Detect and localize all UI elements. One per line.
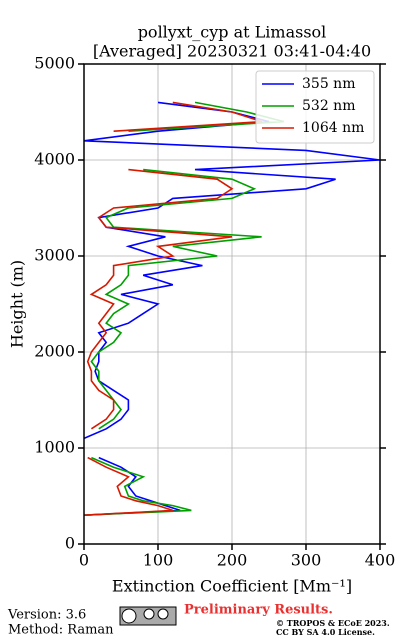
legend-label: 355 nm bbox=[302, 76, 355, 92]
x-tick-label: 200 bbox=[217, 551, 248, 570]
cc-logo bbox=[119, 606, 177, 626]
legend-label: 532 nm bbox=[302, 98, 355, 114]
status: Preliminary Results. bbox=[184, 603, 333, 618]
license: CC BY SA 4.0 License. bbox=[276, 627, 375, 637]
plot-lines bbox=[84, 101, 380, 516]
y-axis-label: Height (m) bbox=[8, 260, 27, 348]
profile-line bbox=[84, 101, 285, 516]
legend-label: 1064 nm bbox=[302, 120, 364, 136]
y-tick-label: 5000 bbox=[34, 54, 75, 73]
version: Version: 3.6 bbox=[7, 608, 86, 623]
y-tick-label: 1000 bbox=[34, 438, 75, 457]
chart-subtitle: [Averaged] 20230321 03:41-04:40 bbox=[93, 42, 371, 61]
x-tick-label: 400 bbox=[365, 551, 396, 570]
x-tick-label: 100 bbox=[143, 551, 174, 570]
method: Method: Raman bbox=[8, 623, 114, 638]
x-tick-label: 300 bbox=[291, 551, 322, 570]
legend-box bbox=[255, 70, 375, 144]
profile-line bbox=[84, 101, 262, 516]
x-tick-label: 0 bbox=[79, 551, 89, 570]
plot-frame bbox=[83, 63, 381, 545]
y-tick-label: 4000 bbox=[34, 150, 75, 169]
y-tick-label: 0 bbox=[65, 534, 75, 553]
chart-title: pollyxt_cyp at Limassol bbox=[138, 23, 327, 42]
x-axis-label: Extinction Coefficient [Mm⁻¹] bbox=[112, 577, 352, 596]
y-tick-label: 3000 bbox=[34, 246, 75, 265]
copyright: © TROPOS & ECoE 2023. bbox=[276, 618, 390, 628]
y-tick-label: 2000 bbox=[34, 342, 75, 361]
